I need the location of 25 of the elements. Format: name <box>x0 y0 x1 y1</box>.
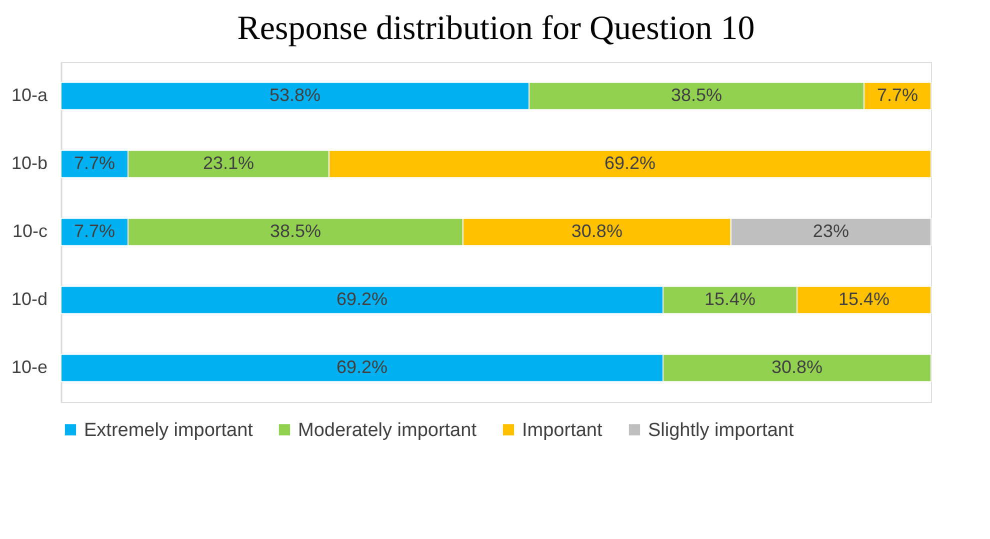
data-label: 69.2% <box>336 357 388 377</box>
data-label: 7.7% <box>74 153 116 173</box>
data-label: 53.8% <box>270 85 321 105</box>
data-label: 30.8% <box>571 221 622 241</box>
y-tick-label: 10-e <box>11 357 48 377</box>
data-label: 15.4% <box>838 289 890 309</box>
y-tick-label: 10-b <box>11 153 48 173</box>
data-label: 69.2% <box>604 153 656 173</box>
data-label: 15.4% <box>704 289 756 309</box>
data-label: 69.2% <box>336 289 388 309</box>
legend-label: Moderately important <box>298 420 478 441</box>
legend-label: Slightly important <box>648 420 794 441</box>
y-tick-label: 10-d <box>11 289 48 309</box>
data-label: 38.5% <box>671 85 722 105</box>
legend-label: Important <box>522 420 603 441</box>
data-label: 38.5% <box>270 221 321 241</box>
data-label: 7.7% <box>876 85 918 105</box>
data-label: 23.1% <box>202 153 254 173</box>
data-label: 30.8% <box>771 357 823 377</box>
data-label: 23% <box>812 221 849 241</box>
y-tick-label: 10-c <box>12 221 48 241</box>
y-tick-label: 10-a <box>11 85 48 105</box>
data-label: 7.7% <box>74 221 116 241</box>
legend-label: Extremely important <box>84 420 254 441</box>
chart-title: Response distribution for Question 10 <box>237 10 755 47</box>
